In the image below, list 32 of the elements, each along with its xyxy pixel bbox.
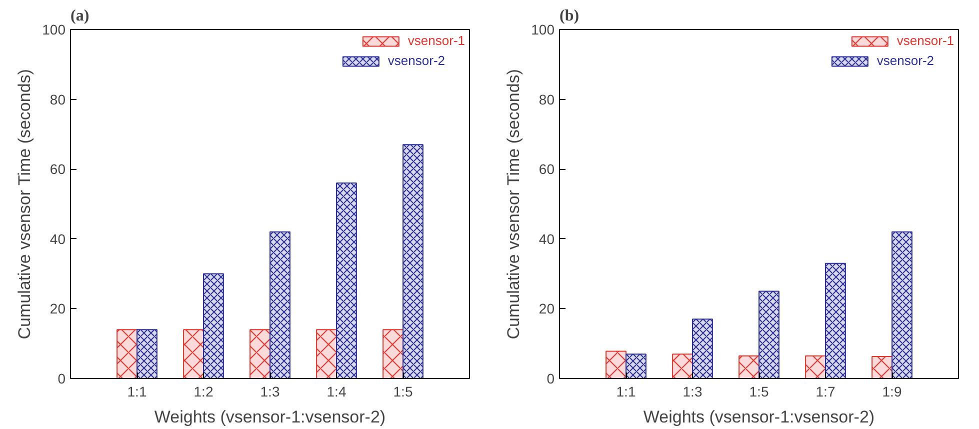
y-tick-label: 40 xyxy=(538,230,555,247)
legend-label: vsensor-1 xyxy=(896,33,954,48)
y-tick-label: 60 xyxy=(50,161,66,178)
y-axis-title: Cumulative vsensor Time (seconds) xyxy=(15,69,34,340)
x-axis-title: Weights (vsensor-1:vsensor-2) xyxy=(154,408,386,426)
y-axis-title: Cumulative vsensor Time (seconds) xyxy=(504,69,524,340)
x-tick-label: 1:3 xyxy=(682,384,702,400)
x-tick-label: 1:1 xyxy=(127,384,147,400)
y-tick-label: 80 xyxy=(538,91,555,108)
legend-label: vsensor-1 xyxy=(408,33,465,48)
y-tick-label: 20 xyxy=(538,300,555,317)
x-tick-label: 1:4 xyxy=(326,384,346,400)
y-tick-label: 20 xyxy=(50,300,66,317)
y-tick-label: 40 xyxy=(50,230,66,247)
x-tick-label: 1:1 xyxy=(616,384,636,400)
y-tick-label: 0 xyxy=(546,370,555,386)
legend-label: vsensor-2 xyxy=(388,53,445,68)
y-tick-label: 100 xyxy=(531,22,555,38)
chart-title: (b) xyxy=(560,8,580,24)
x-tick-label: 1:5 xyxy=(393,384,413,400)
chart-title: (a) xyxy=(70,8,90,24)
y-tick-label: 60 xyxy=(538,161,555,178)
x-tick-label: 1:3 xyxy=(260,384,280,400)
x-tick-label: 1:5 xyxy=(749,384,769,400)
x-tick-label: 1:9 xyxy=(882,384,902,400)
x-axis-title: Weights (vsensor-1:vsensor-2) xyxy=(643,408,875,426)
x-tick-label: 1:2 xyxy=(194,384,214,400)
y-tick-label: 0 xyxy=(58,370,66,386)
y-tick-label: 100 xyxy=(42,22,66,38)
x-tick-label: 1:7 xyxy=(816,384,836,400)
y-tick-label: 80 xyxy=(50,91,66,108)
legend-label: vsensor-2 xyxy=(876,53,934,68)
